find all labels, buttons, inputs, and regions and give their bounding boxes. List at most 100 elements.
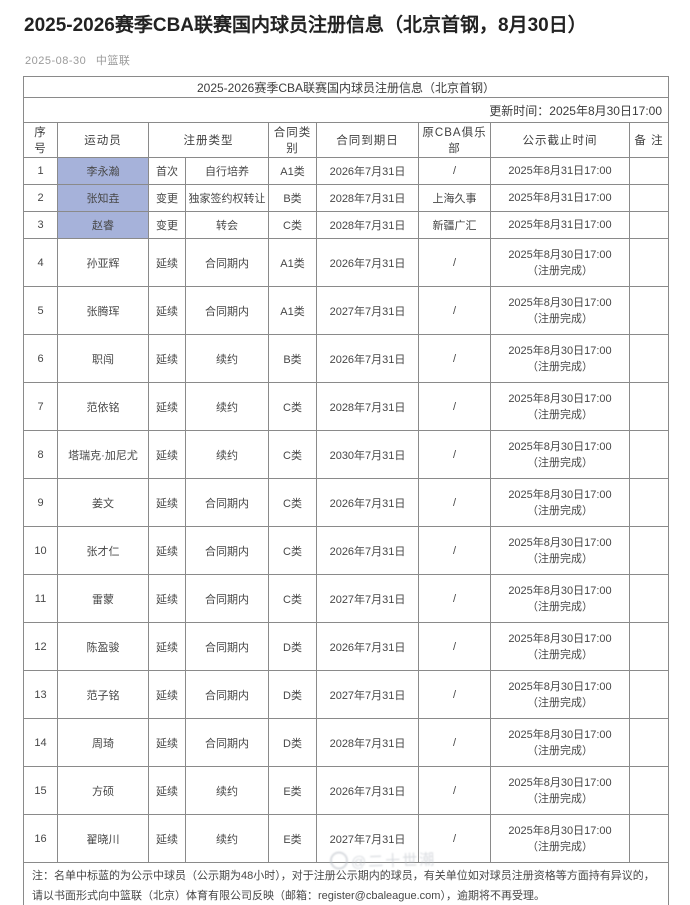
player-name: 职闯 [57, 334, 149, 383]
reg-type: 转会 [185, 211, 269, 239]
remark [628, 478, 670, 527]
contract-end: 2027年7月31日 [316, 814, 419, 863]
former-club: / [418, 622, 491, 671]
reg-type: 独家签约权转让 [185, 184, 269, 212]
contract-end: 2027年7月31日 [316, 286, 419, 335]
deadline: 2025年8月30日17:00 （注册完成） [490, 718, 630, 767]
remark [628, 718, 670, 767]
remark [628, 430, 670, 479]
reg-type: 续约 [185, 334, 269, 383]
player-name: 姜文 [57, 478, 149, 527]
reg-mode: 延续 [148, 430, 186, 479]
player-row: 2 张知垚 变更 独家签约权转让 B类 2028年7月31日 上海久事 2025年8月31日1… [23, 184, 670, 212]
player-row: 5 张腾珲 延续 合同期内 A1类 2027年7月31日/2025年8月30日17:00 （… [23, 286, 670, 335]
deadline: 2025年8月30日17:00 （注册完成） [490, 622, 630, 671]
row-number: 1 [23, 157, 58, 185]
row-number: 9 [23, 478, 58, 527]
player-name: 张知垚 [57, 184, 149, 212]
contract-class: E类 [268, 766, 317, 815]
reg-mode: 变更 [148, 211, 186, 239]
contract-end: 2026年7月31日 [316, 622, 419, 671]
contract-end: 2026年7月31日 [316, 526, 419, 575]
contract-end: 2026年7月31日 [316, 238, 419, 287]
deadline: 2025年8月30日17:00 （注册完成） [490, 478, 630, 527]
reg-type: 合同期内 [185, 478, 269, 527]
contract-end: 2026年7月31日 [316, 157, 419, 185]
reg-type: 合同期内 [185, 574, 269, 623]
reg-mode: 延续 [148, 574, 186, 623]
table-body: 1 李永瀚 首次 自行培养 A1类 2026年7月31日/2025年8月31日17:00 2… [23, 157, 670, 863]
former-club: 新疆广汇 [418, 211, 491, 239]
former-club: / [418, 526, 491, 575]
contract-end: 2026年7月31日 [316, 478, 419, 527]
col-header-contract-class: 合同类别 [268, 122, 317, 158]
deadline: 2025年8月30日17:00 （注册完成） [490, 430, 630, 479]
player-name: 赵睿 [57, 211, 149, 239]
remark [628, 157, 670, 185]
row-number: 4 [23, 238, 58, 287]
publish-date: 2025-08-30 [25, 55, 87, 67]
reg-type: 续约 [185, 766, 269, 815]
player-row: 12 陈盈骏 延续 合同期内 D类 2026年7月31日/2025年8月30日17:00 （… [23, 622, 670, 671]
deadline: 2025年8月30日17:00 （注册完成） [490, 766, 630, 815]
col-header-contract-end: 合同到期日 [316, 122, 419, 158]
reg-type: 续约 [185, 814, 269, 863]
contract-end: 2028年7月31日 [316, 211, 419, 239]
row-number: 10 [23, 526, 58, 575]
reg-mode: 延续 [148, 814, 186, 863]
reg-type: 合同期内 [185, 286, 269, 335]
player-name: 张腾珲 [57, 286, 149, 335]
contract-class: D类 [268, 670, 317, 719]
reg-mode: 首次 [148, 157, 186, 185]
reg-type: 合同期内 [185, 718, 269, 767]
update-time: 更新时间：2025年8月30日17:00 [22, 97, 670, 123]
remark [628, 670, 670, 719]
remark [628, 211, 670, 239]
player-row: 1 李永瀚 首次 自行培养 A1类 2026年7月31日/2025年8月31日17:00 [23, 157, 670, 185]
col-header-deadline: 公示截止时间 [490, 122, 630, 158]
reg-mode: 延续 [148, 238, 186, 287]
reg-type: 合同期内 [185, 526, 269, 575]
contract-end: 2027年7月31日 [316, 574, 419, 623]
contract-end: 2027年7月31日 [316, 670, 419, 719]
player-name: 塔瑞克·加尼尤 [57, 430, 149, 479]
reg-mode: 延续 [148, 622, 186, 671]
player-row: 6 职闯 延续 续约 B类 2026年7月31日/2025年8月30日17:00 （注册完成… [23, 334, 670, 383]
former-club: / [418, 478, 491, 527]
remark [628, 286, 670, 335]
deadline: 2025年8月31日17:00 [490, 184, 630, 212]
former-club: / [418, 334, 491, 383]
registration-table: 2025-2026赛季CBA联赛国内球员注册信息（北京首钢） 更新时间：2025… [22, 76, 670, 905]
player-name: 张才仁 [57, 526, 149, 575]
player-name: 周琦 [57, 718, 149, 767]
player-row: 3 赵睿 变更 转会 C类 2028年7月31日 新疆广汇 2025年8月31日17:00 [23, 211, 670, 239]
player-row: 9 姜文 延续 合同期内 C类 2026年7月31日/2025年8月30日17:00 （注册… [23, 478, 670, 527]
contract-class: A1类 [268, 238, 317, 287]
row-number: 12 [23, 622, 58, 671]
remark [628, 334, 670, 383]
reg-mode: 变更 [148, 184, 186, 212]
remark [628, 574, 670, 623]
deadline: 2025年8月31日17:00 [490, 157, 630, 185]
reg-type: 合同期内 [185, 670, 269, 719]
contract-end: 2028年7月31日 [316, 718, 419, 767]
deadline: 2025年8月30日17:00 （注册完成） [490, 238, 630, 287]
contract-class: B类 [268, 334, 317, 383]
deadline: 2025年8月30日17:00 （注册完成） [490, 334, 630, 383]
player-row: 16 翟晓川 延续 续约 E类 2027年7月31日/2025年8月30日17:00 （注册… [23, 814, 670, 863]
article-meta: 2025-08-30 中篮联 [25, 52, 136, 68]
row-number: 3 [23, 211, 58, 239]
remark [628, 814, 670, 863]
contract-class: B类 [268, 184, 317, 212]
former-club: / [418, 766, 491, 815]
row-number: 7 [23, 382, 58, 431]
deadline: 2025年8月30日17:00 （注册完成） [490, 574, 630, 623]
contract-class: C类 [268, 478, 317, 527]
player-row: 10 张才仁 延续 合同期内 C类 2026年7月31日/2025年8月30日17:00 （… [23, 526, 670, 575]
player-row: 11 雷蒙 延续 合同期内 C类 2027年7月31日/2025年8月30日17:00 （注… [23, 574, 670, 623]
row-number: 11 [23, 574, 58, 623]
player-name: 陈盈骏 [57, 622, 149, 671]
player-row: 13 范子铭 延续 合同期内 D类 2027年7月31日/2025年8月30日17:00 （… [23, 670, 670, 719]
row-number: 15 [23, 766, 58, 815]
